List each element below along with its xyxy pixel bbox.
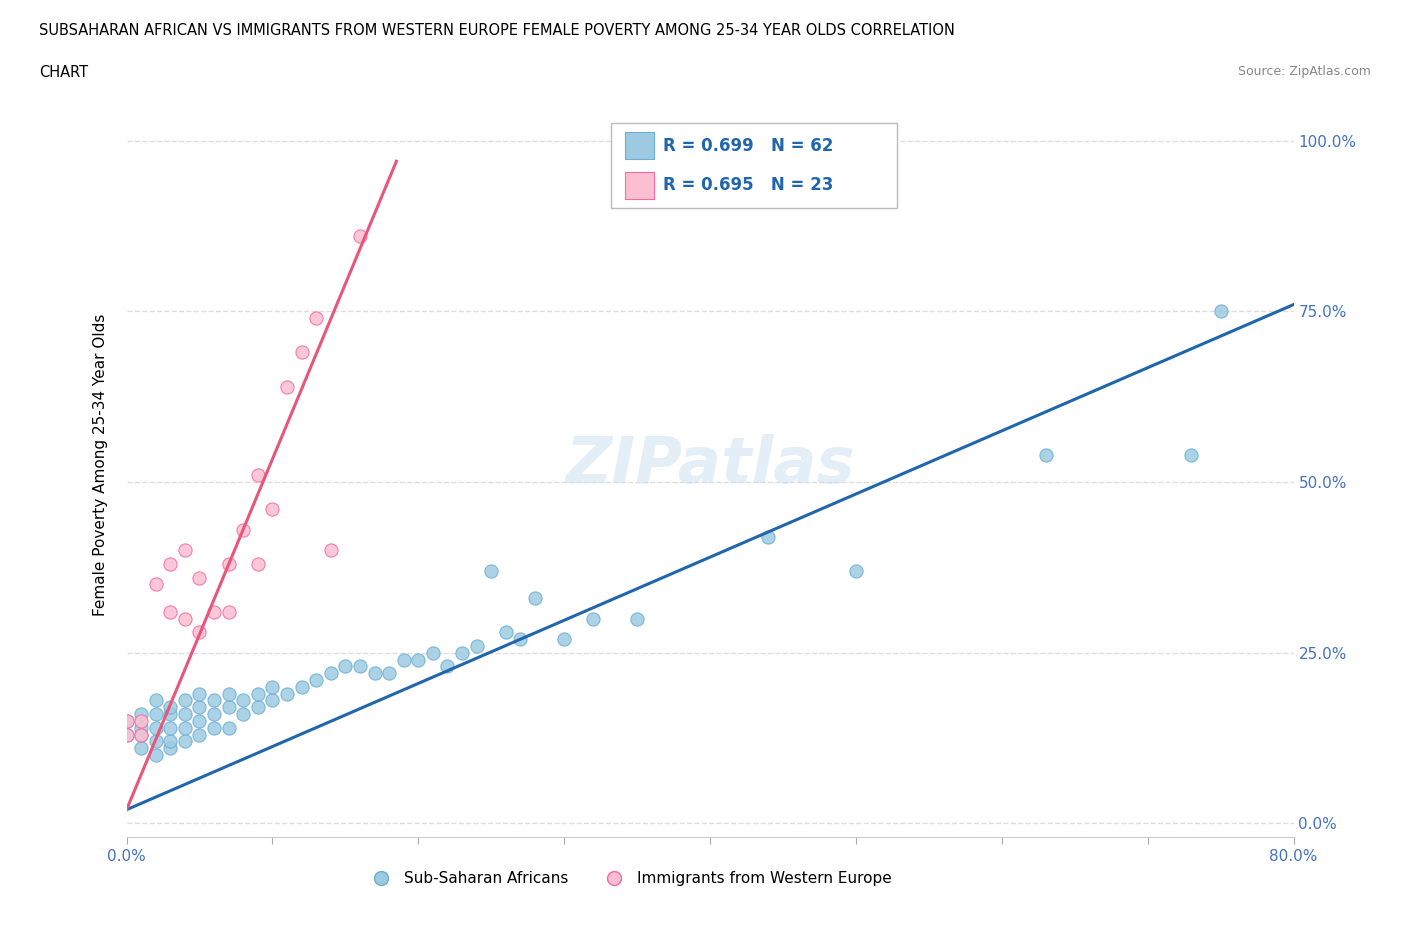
Point [159,741,181,756]
Point [174,721,197,736]
Point [174,707,197,722]
Point [524,591,547,605]
Text: R = 0.695   N = 23: R = 0.695 N = 23 [664,176,834,194]
Point [129,721,152,736]
Point [246,468,269,483]
Point [408,652,430,667]
Point [553,631,575,646]
Point [159,721,181,736]
Point [436,659,458,674]
Point [218,700,240,715]
Point [1209,304,1232,319]
Point [174,693,197,708]
Point [845,564,868,578]
Point [276,686,298,701]
Point [188,686,211,701]
Point [129,713,152,728]
Point [159,700,181,715]
Point [218,721,240,736]
Point [145,693,167,708]
Bar [624,172,654,199]
Point [202,604,225,619]
Point [305,672,328,687]
Point [129,727,152,742]
Point [246,700,269,715]
Point [202,707,225,722]
Point [232,693,254,708]
Point [174,734,197,749]
Point [159,734,181,749]
Point [422,645,444,660]
Point [363,666,385,681]
Point [145,734,167,749]
Point [115,727,138,742]
Point [218,686,240,701]
Text: SUBSAHARAN AFRICAN VS IMMIGRANTS FROM WESTERN EUROPE FEMALE POVERTY AMONG 25-34 : SUBSAHARAN AFRICAN VS IMMIGRANTS FROM WE… [39,23,955,38]
Point [305,311,328,325]
Point [159,707,181,722]
Point [335,659,357,674]
Bar [624,132,654,159]
Point [349,229,371,244]
Point [319,666,342,681]
Point [262,502,284,517]
Point [319,543,342,558]
Point [218,556,240,571]
Point [174,611,197,626]
Point [188,625,211,640]
Point [188,570,211,585]
Point [392,652,415,667]
Point [626,611,648,626]
Point [115,713,138,728]
Point [159,604,181,619]
Point [159,556,181,571]
Point [246,556,269,571]
Text: ZIPatlas: ZIPatlas [565,434,855,496]
Point [188,713,211,728]
Point [246,686,269,701]
Point [145,707,167,722]
Point [232,707,254,722]
Point [1035,447,1057,462]
Y-axis label: Female Poverty Among 25-34 Year Olds: Female Poverty Among 25-34 Year Olds [93,313,108,617]
Text: Source: ZipAtlas.com: Source: ZipAtlas.com [1237,65,1371,78]
Point [129,707,152,722]
Point [218,604,240,619]
Point [349,659,371,674]
Point [202,721,225,736]
Point [145,721,167,736]
Point [495,625,517,640]
Point [188,700,211,715]
Point [202,693,225,708]
Bar [610,123,897,208]
Point [479,564,502,578]
Point [174,543,197,558]
Point [290,680,312,695]
Point [262,693,284,708]
Point [232,523,254,538]
Point [188,727,211,742]
Point [145,577,167,591]
Point [145,748,167,763]
Point [465,638,488,653]
Point [115,713,138,728]
Point [276,379,298,394]
Point [451,645,474,660]
Point [378,666,401,681]
Point [290,345,312,360]
Point [129,741,152,756]
Point [582,611,605,626]
Text: CHART: CHART [39,65,89,80]
Point [115,727,138,742]
Legend: Sub-Saharan Africans, Immigrants from Western Europe: Sub-Saharan Africans, Immigrants from We… [359,866,897,893]
Point [262,680,284,695]
Point [1180,447,1202,462]
Text: R = 0.699   N = 62: R = 0.699 N = 62 [664,137,834,155]
Point [129,727,152,742]
Point [509,631,531,646]
Point [756,529,779,544]
